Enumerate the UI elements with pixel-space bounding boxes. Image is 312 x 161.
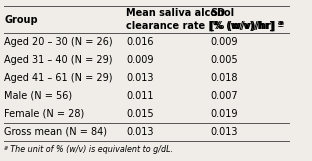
Text: 0.013: 0.013 bbox=[210, 127, 238, 137]
Text: 0.013: 0.013 bbox=[126, 73, 154, 83]
Text: 0.016: 0.016 bbox=[126, 37, 154, 47]
Text: 0.009: 0.009 bbox=[210, 37, 238, 47]
Text: Female (N = 28): Female (N = 28) bbox=[4, 109, 85, 119]
Text: 0.005: 0.005 bbox=[210, 55, 238, 65]
Text: 0.018: 0.018 bbox=[210, 73, 238, 83]
Text: Male (N = 56): Male (N = 56) bbox=[4, 91, 72, 101]
Text: 0.011: 0.011 bbox=[126, 91, 154, 101]
Text: 0.009: 0.009 bbox=[126, 55, 154, 65]
Text: 0.019: 0.019 bbox=[210, 109, 238, 119]
Text: 0.015: 0.015 bbox=[126, 109, 154, 119]
Text: Aged 41 – 61 (N = 29): Aged 41 – 61 (N = 29) bbox=[4, 73, 113, 83]
Text: Gross mean (N = 84): Gross mean (N = 84) bbox=[4, 127, 107, 137]
Text: 0.007: 0.007 bbox=[210, 91, 238, 101]
Text: ª The unit of % (w/v) is equivalent to g/dL.: ª The unit of % (w/v) is equivalent to g… bbox=[4, 145, 173, 154]
Text: Aged 31 – 40 (N = 29): Aged 31 – 40 (N = 29) bbox=[4, 55, 113, 65]
Text: 0.013: 0.013 bbox=[126, 127, 154, 137]
Text: SD
[% (w/v)/hr] ª: SD [% (w/v)/hr] ª bbox=[210, 8, 285, 31]
Text: Group: Group bbox=[4, 15, 38, 25]
Text: Mean saliva alcohol
clearance rate [% (w/v)/hr] ª: Mean saliva alcohol clearance rate [% (w… bbox=[126, 8, 283, 31]
Text: Aged 20 – 30 (N = 26): Aged 20 – 30 (N = 26) bbox=[4, 37, 113, 47]
